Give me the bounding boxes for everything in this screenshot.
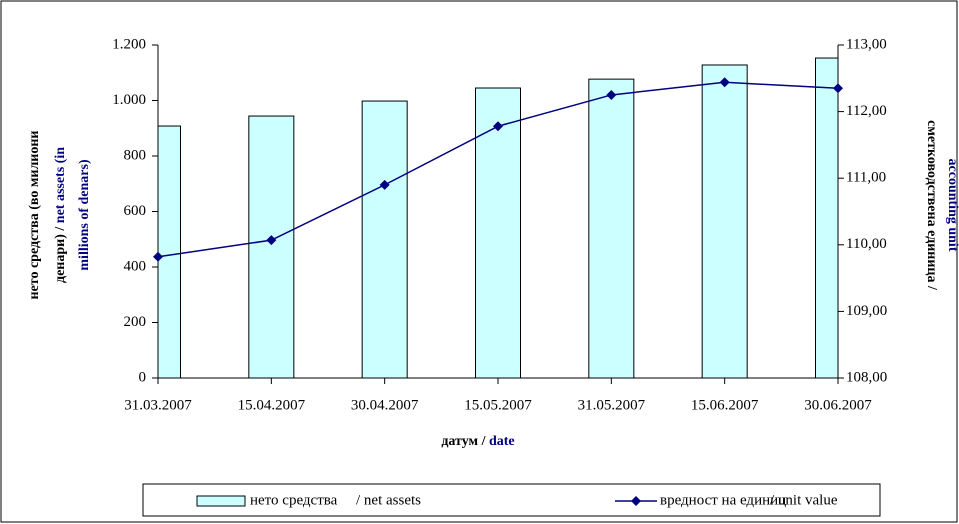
bar (701, 64, 748, 378)
y-tick-label: 400 (124, 258, 147, 274)
bar-group (158, 57, 838, 378)
x-tick-label: 30.06.2007 (804, 397, 872, 413)
legend-label: нето средства (250, 492, 338, 508)
y2-tick-label: 113,00 (846, 36, 887, 52)
y2-tick-label: 111,00 (846, 170, 886, 186)
bar (588, 78, 635, 378)
y-tick-label: 600 (124, 203, 147, 219)
x-tick-label: 15.04.2007 (238, 397, 306, 413)
bar (361, 100, 408, 378)
x-tick-label: 15.05.2007 (464, 397, 532, 413)
legend (142, 483, 881, 517)
y-tick-label: 200 (124, 314, 147, 330)
y2-axis-title: accounting unit (945, 159, 959, 252)
x-tick-label: 15.06.2007 (691, 397, 759, 413)
x-axis-title-part: датум / (441, 434, 489, 449)
y-axis-title: millions of denars) (77, 159, 92, 271)
y-axis-title: нето средства (во милиони (27, 130, 42, 299)
bar (475, 87, 521, 378)
y-tick-label: 0 (139, 369, 147, 385)
line-marker (606, 89, 617, 100)
line-marker (719, 77, 730, 88)
line-marker (379, 179, 390, 190)
x-tick-label: 30.04.2007 (351, 397, 419, 413)
bar (158, 125, 181, 378)
y-axis-title-part: денари) / (53, 223, 68, 283)
y-axis-title-part: нето средства (во милиони (27, 130, 42, 299)
y-tick-label: 1.200 (112, 36, 146, 52)
line-marker (833, 83, 843, 94)
line-marker (266, 235, 277, 246)
legend-marker (631, 496, 641, 506)
bar (815, 57, 838, 378)
legend-label-en: / net assets (356, 492, 421, 508)
legend-swatch (196, 495, 246, 507)
legend-label-en: / unit value (770, 492, 838, 508)
line-marker (153, 251, 163, 262)
y2-tick-label: 108,00 (846, 369, 887, 385)
y2-tick-label: 109,00 (846, 303, 887, 319)
bar (248, 115, 295, 378)
y-tick-label: 800 (124, 147, 147, 163)
x-axis-title-part: date (489, 434, 515, 449)
y-axis-title: денари) / net assets (in (53, 147, 68, 283)
y-tick-label: 1.000 (112, 92, 146, 108)
line-marker (493, 121, 503, 132)
y2-tick-label: 110,00 (846, 236, 887, 252)
x-tick-label: 31.03.2007 (124, 397, 192, 413)
y-axis-title-part: net assets (in (53, 147, 68, 223)
y2-axis-title-part: accounting unit (945, 159, 959, 252)
x-axis-title: датум / date (441, 434, 514, 449)
y2-axis-title-part: сметководствена единица / (924, 120, 939, 291)
x-tick-label: 31.05.2007 (578, 397, 646, 413)
legend-label: вредност на единиц (660, 492, 786, 508)
y-axis-title-part: millions of denars) (77, 159, 92, 271)
y2-axis-title: сметководствена единица / (924, 120, 939, 291)
y2-tick-label: 112,00 (846, 103, 887, 119)
